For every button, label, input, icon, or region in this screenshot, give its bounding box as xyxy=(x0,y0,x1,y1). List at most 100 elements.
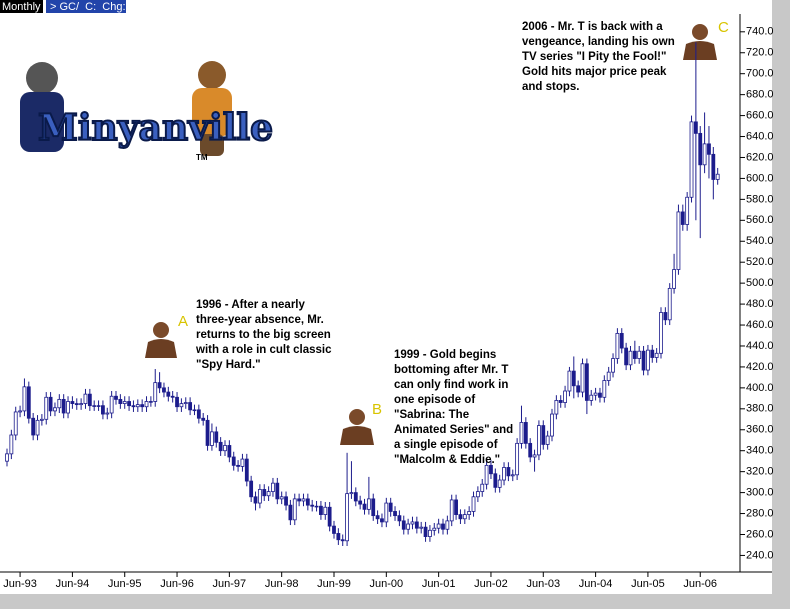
annotation-letter: A xyxy=(178,313,188,330)
y-tick-label: 360.0 xyxy=(746,424,774,436)
candle-body xyxy=(715,173,720,180)
annotation-text: three-year absence, Mr. xyxy=(196,314,324,326)
candle-body xyxy=(144,401,149,408)
candle-body xyxy=(698,132,703,166)
candle-body xyxy=(685,196,690,225)
y-tick-label: 380.0 xyxy=(746,403,774,415)
candle-body xyxy=(83,393,88,404)
candle-body xyxy=(210,431,214,446)
logo-bear-body xyxy=(192,88,232,136)
symbol-box xyxy=(46,0,126,13)
candle-body xyxy=(26,386,31,419)
annotation-text: Animated Series" and xyxy=(394,424,513,436)
candle-body xyxy=(401,520,406,530)
candle-body xyxy=(593,392,598,396)
x-tick-label: Jun-95 xyxy=(108,578,142,590)
portrait-head xyxy=(349,409,365,425)
candle-body xyxy=(297,498,302,502)
candle-body xyxy=(602,380,607,398)
candle-body xyxy=(301,498,306,502)
candle-body xyxy=(271,482,275,492)
candle-body xyxy=(646,349,650,371)
candle-body xyxy=(35,419,40,436)
y-tick-label: 240.0 xyxy=(746,549,774,561)
portrait-head xyxy=(692,24,708,40)
candle-body xyxy=(5,453,9,462)
portrait xyxy=(683,24,717,60)
y-tick-label: 460.0 xyxy=(746,319,774,331)
candle-body xyxy=(428,529,432,537)
candle-body xyxy=(598,392,602,398)
candle-body xyxy=(148,401,153,403)
candle-body xyxy=(589,394,594,401)
annotation-text: 2006 - Mr. T is back with a xyxy=(522,21,663,33)
candle-body xyxy=(667,287,672,321)
candle-body xyxy=(654,352,659,358)
candle-body xyxy=(366,498,371,510)
candle-body xyxy=(467,511,472,515)
y-tick-label: 720.0 xyxy=(746,47,774,59)
candle-body xyxy=(218,441,223,452)
candle-body xyxy=(432,527,437,531)
candle-body xyxy=(314,505,319,508)
candle-body xyxy=(79,403,84,406)
candle-body xyxy=(61,398,66,414)
candle-body xyxy=(249,480,254,498)
symbol-label: > GC/ C: Chg: xyxy=(50,1,126,13)
y-tick-label: 400.0 xyxy=(746,382,774,394)
candle-body xyxy=(545,435,550,445)
candle-body xyxy=(170,395,175,398)
candle-body xyxy=(541,425,546,445)
candle-body xyxy=(183,402,188,404)
candle-body xyxy=(515,442,520,476)
annotation-text: 1996 - After a nearly xyxy=(196,299,305,311)
candle-body xyxy=(118,398,123,404)
portrait-body xyxy=(340,426,374,445)
logo-bear-legs xyxy=(200,134,224,156)
candle-body xyxy=(693,121,698,134)
y-tick-label: 700.0 xyxy=(746,68,774,80)
annotation-text: a single episode of xyxy=(394,439,498,451)
logo-bull-head xyxy=(26,62,58,94)
candle-body xyxy=(87,393,92,407)
period-box xyxy=(0,0,43,13)
candle-body xyxy=(532,454,537,458)
candle-body xyxy=(462,514,467,520)
candle-body xyxy=(554,400,559,415)
annotation-text: TV series "I Pity the Fool!" xyxy=(522,51,666,63)
x-tick-label: Jun-94 xyxy=(56,578,90,590)
candle-body xyxy=(140,404,145,408)
candle-body xyxy=(689,121,694,198)
annotation-text: bottoming after Mr. T xyxy=(394,364,508,376)
candle-body xyxy=(253,496,258,504)
candle-body xyxy=(414,521,419,529)
candle-body xyxy=(105,412,110,415)
candle-body xyxy=(371,498,376,517)
y-tick-label: 560.0 xyxy=(746,214,774,226)
candle-body xyxy=(628,350,633,366)
portrait-body xyxy=(683,41,717,60)
candle-body xyxy=(114,395,118,400)
candle-body xyxy=(680,211,685,225)
x-tick-label: Jun-99 xyxy=(317,578,351,590)
candle-body xyxy=(423,526,428,537)
annotation-text: can only find work in xyxy=(394,379,508,391)
logo-bear-head xyxy=(198,61,226,89)
candle-body xyxy=(393,511,397,517)
candle-body xyxy=(510,474,515,477)
candle-body xyxy=(66,401,70,414)
candle-body xyxy=(454,499,458,515)
candle-body xyxy=(663,312,668,321)
candle-body xyxy=(44,396,49,420)
candle-body xyxy=(345,493,349,542)
candle-body xyxy=(650,349,655,358)
candle-body xyxy=(179,403,184,408)
candle-body xyxy=(436,523,441,529)
frame-shadow xyxy=(772,0,790,609)
candle-body xyxy=(576,385,581,393)
y-tick-label: 320.0 xyxy=(746,466,774,478)
candle-body xyxy=(410,521,415,525)
candle-body xyxy=(672,269,676,289)
candle-body xyxy=(9,434,14,455)
